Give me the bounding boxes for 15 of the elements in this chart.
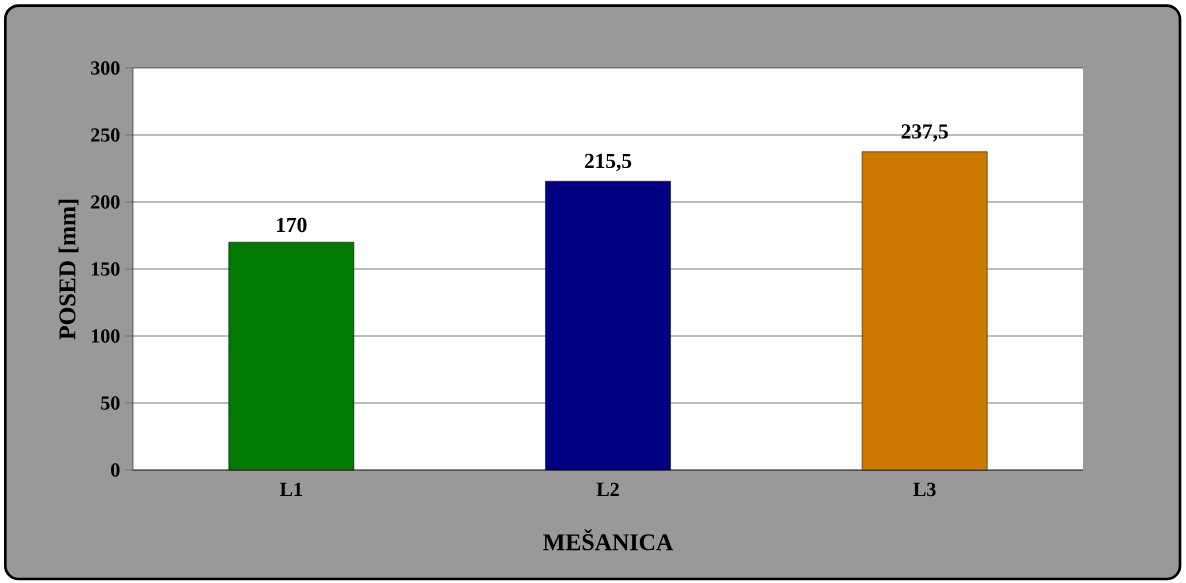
y-tick-label: 50	[101, 396, 120, 410]
x-axis-title: MEŠANICA	[543, 529, 674, 551]
y-tick-label: 300	[91, 61, 120, 75]
x-tick-label: L1	[280, 482, 302, 496]
data-label: 215,5	[584, 153, 632, 172]
y-tick-label: 250	[91, 128, 120, 142]
y-tick-label: 150	[91, 262, 120, 276]
y-tick-label: 100	[91, 329, 120, 343]
data-label: 170	[277, 217, 307, 233]
x-tick-label: L3	[913, 482, 936, 497]
y-tick-label: 200	[91, 195, 120, 209]
x-tick-label: L2	[596, 482, 619, 496]
y-tick-label: 0	[111, 463, 120, 477]
y-axis-title: POSED [mm]	[58, 199, 79, 340]
data-label: 237,5	[901, 124, 948, 142]
